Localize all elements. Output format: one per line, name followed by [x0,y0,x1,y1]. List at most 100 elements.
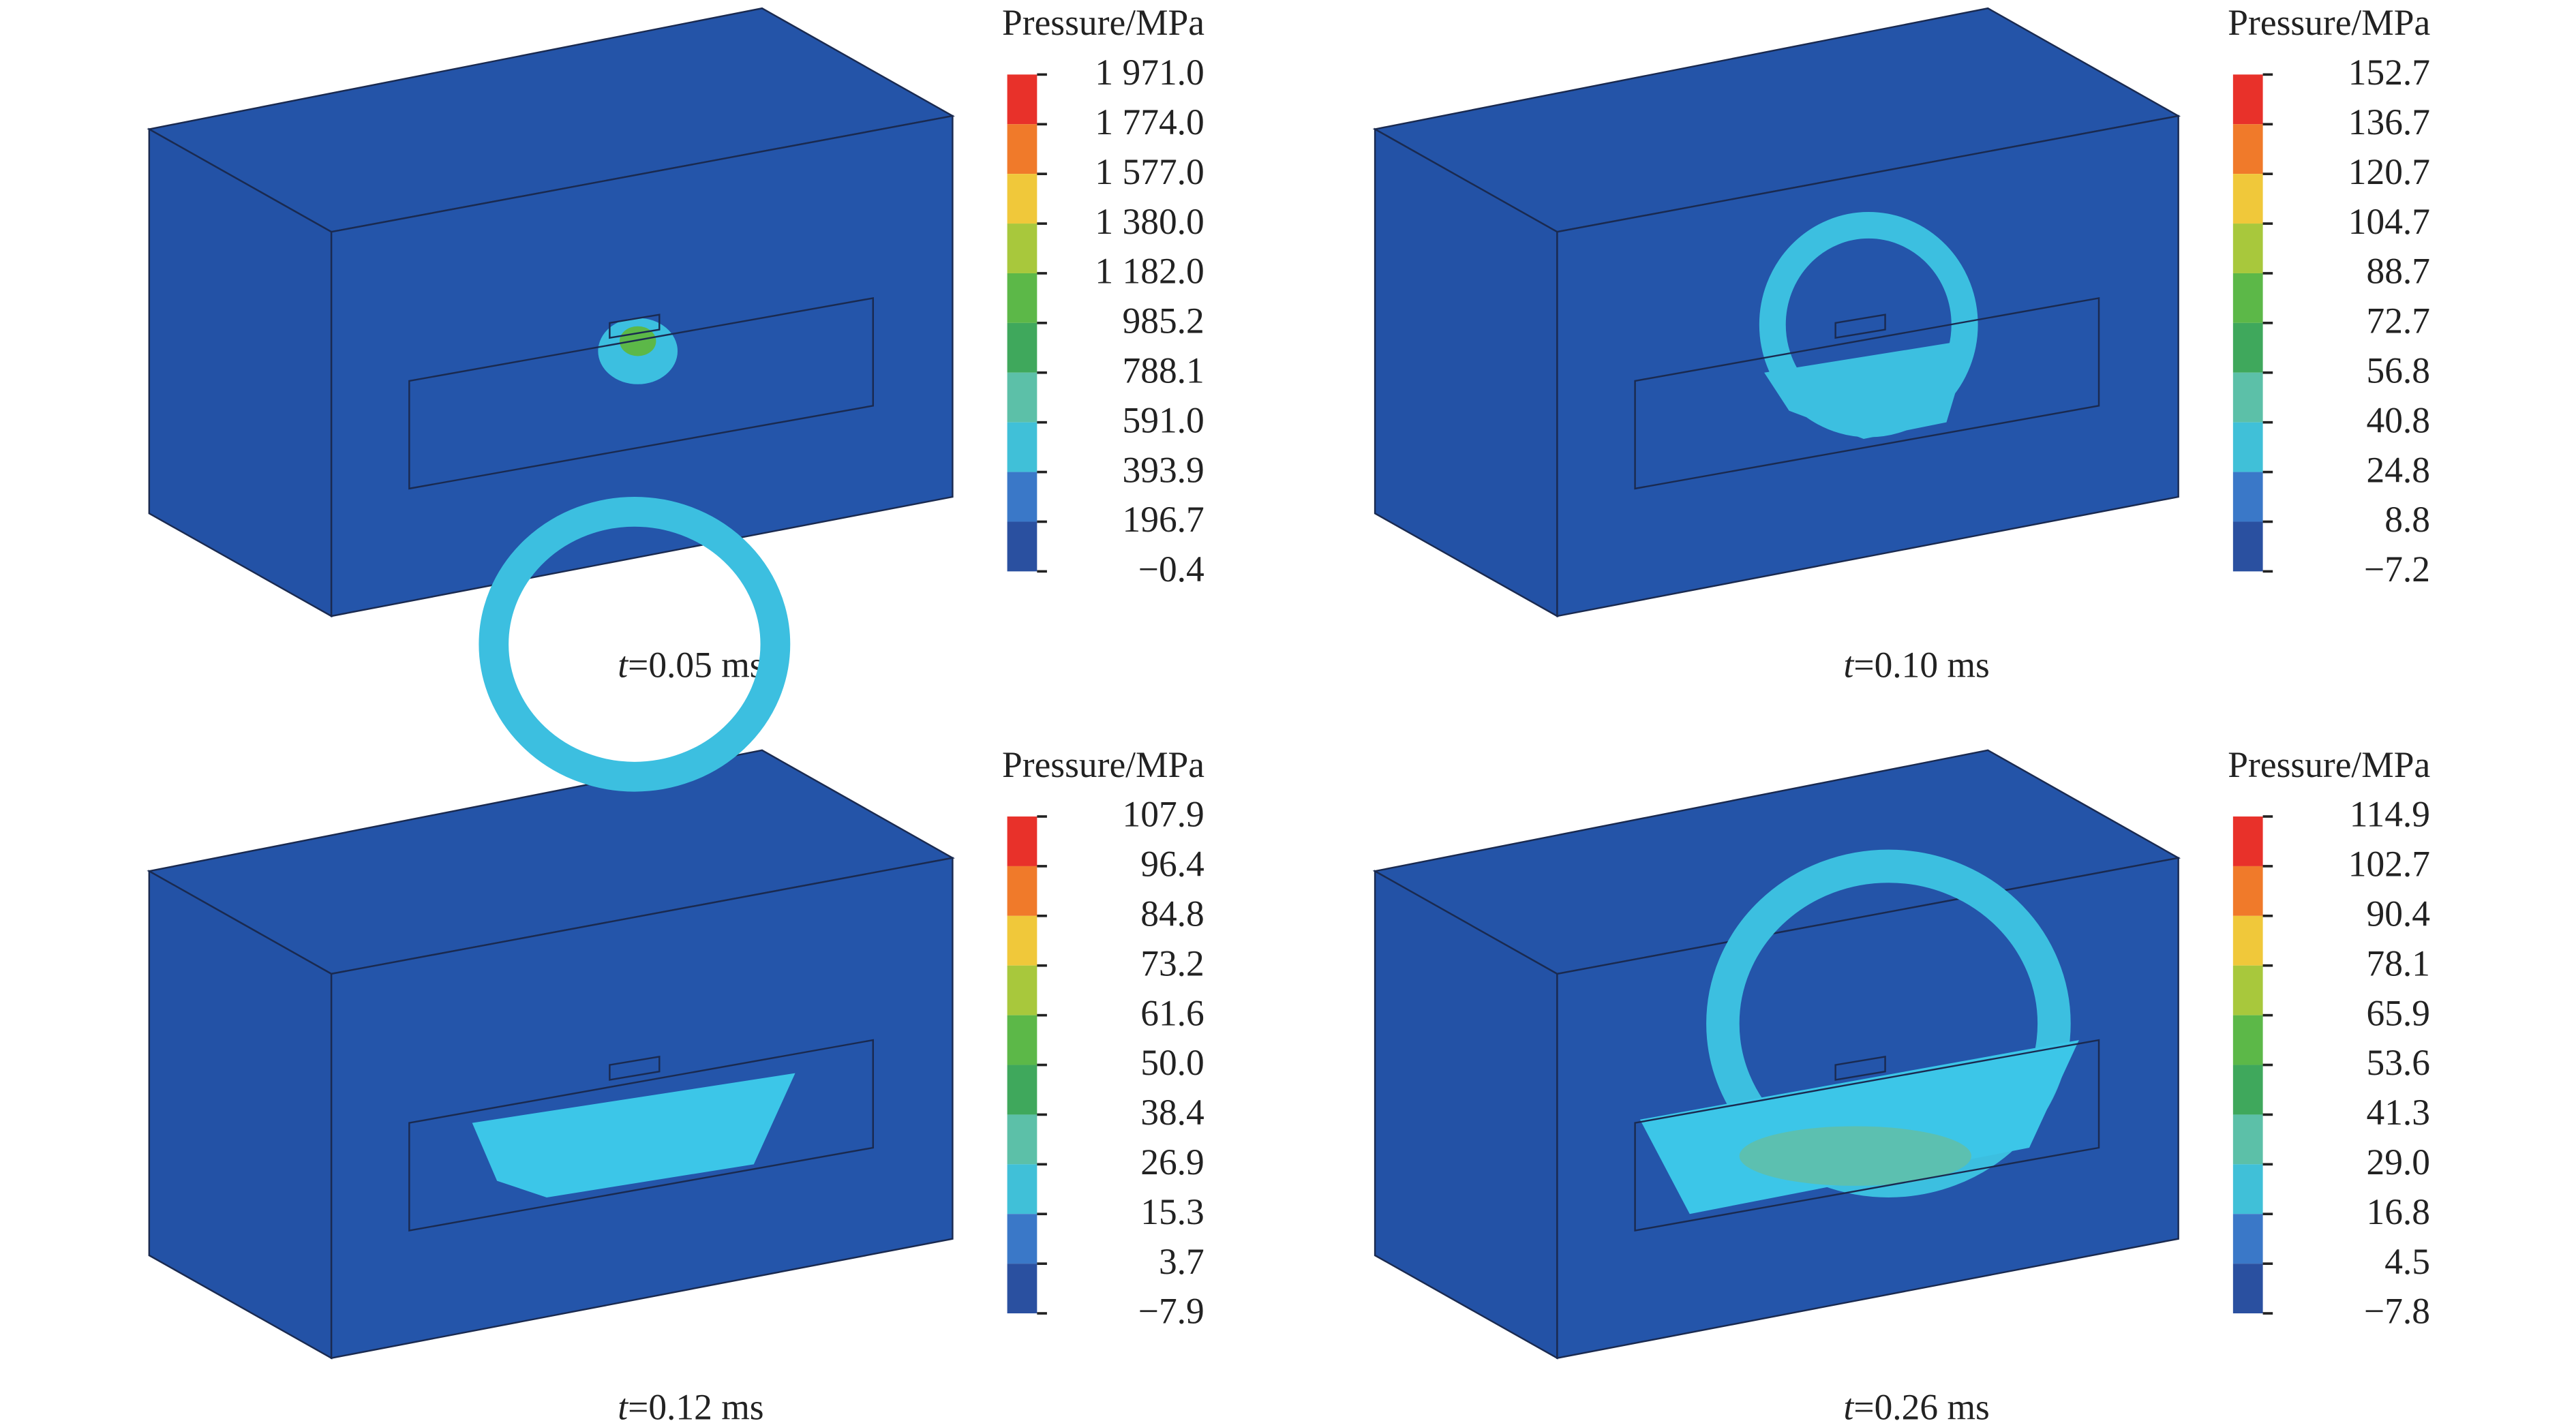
colorbar-label: −7.2 [2364,549,2430,590]
colorbar-segment [2232,273,2263,323]
colorbar-segment [2232,422,2263,472]
colorbar-label: 78.1 [2366,943,2430,983]
colorbar-segment [1007,124,1037,174]
colorbar-label: 1 577.0 [1095,151,1204,192]
colorbar-label: 72.7 [2366,301,2430,341]
colorbar-segment [2232,1164,2263,1214]
colorbar-label: 3.7 [1159,1241,1204,1282]
colorbar-label: 16.8 [2366,1191,2430,1232]
colorbar-segment [2232,1214,2263,1264]
caption-text: =0.26 ms [1853,1387,1989,1421]
colorbar-label: 8.8 [2384,499,2430,540]
legend-title: Pressure/MPa [1002,744,1204,785]
caption: t=0.05 ms [618,645,763,686]
colorbar-label: 107.9 [1123,794,1204,835]
colorbar-label: 136.7 [2348,102,2430,142]
slot [408,296,874,490]
colorbar-label: 38.4 [1140,1092,1204,1133]
colorbar-segment [2232,124,2263,174]
colorbar-segment [1007,322,1037,373]
colorbar-segment [1007,1214,1037,1264]
colorbar-label: 26.9 [1140,1142,1204,1182]
colorbar-segment [2232,472,2263,522]
colorbar-label: 393.9 [1123,449,1204,490]
colorbar-segment [1007,866,1037,916]
colorbar-label: 88.7 [2366,251,2430,292]
colorbar-label: 41.3 [2366,1092,2430,1133]
colorbar-segment [2232,1065,2263,1115]
colorbar-segment [2232,521,2263,572]
colorbar-segment [1007,174,1037,224]
colorbar-segment [1007,1015,1037,1065]
colorbar-label: 1 774.0 [1095,102,1204,142]
slot [1634,1039,2100,1232]
caption-text: =0.12 ms [628,1387,763,1421]
colorbar-label: 196.7 [1123,499,1204,540]
colorbar-segment [1007,1065,1037,1115]
colorbar-label: 152.7 [2348,52,2430,93]
panel: Pressure/MPa 114.9 102.7 90.4 78.1 65.9 53.6 41… [1372,744,2430,1421]
charge [609,1055,661,1081]
colorbar-label: 29.0 [2366,1142,2430,1182]
colorbar-label: 1 182.0 [1095,251,1204,292]
colorbar-label: 84.8 [1140,893,1204,934]
caption-variable: t [1844,645,1855,686]
colorbar-label: −7.9 [1138,1291,1204,1332]
colorbar-label: 50.0 [1140,1042,1204,1083]
colorbar-segment [1007,472,1037,522]
colorbar-segment [1007,372,1037,423]
colorbar-label: 40.8 [2366,399,2430,440]
colorbar-segment [2232,915,2263,966]
colorbar-segment [1007,816,1037,866]
caption-variable: t [1844,1387,1855,1421]
pressure-core [1739,1126,1971,1186]
colorbar-segment [1007,224,1037,273]
colorbar-segment [2232,965,2263,1015]
legend-title: Pressure/MPa [2228,2,2430,43]
colorbar-segment [1007,422,1037,472]
colorbar-segment [2232,1114,2263,1165]
charge [1834,314,1886,339]
charge [609,314,661,339]
colorbar-segment [1007,273,1037,323]
legend-title: Pressure/MPa [2228,744,2430,785]
slot [1634,296,2100,490]
colorbar-segment [1007,1164,1037,1214]
colorbar-label: −0.4 [1138,549,1204,590]
colorbar-segment [2232,224,2263,273]
colorbar-label: −7.8 [2364,1291,2430,1332]
colorbar-label: 73.2 [1140,943,1204,983]
colorbar-label: 102.7 [2348,844,2430,885]
caption-variable: t [618,1387,628,1421]
colorbar-label: 114.9 [2350,794,2430,835]
pressure-fill [1764,339,1971,439]
slot [408,1039,874,1232]
colorbar-segment [1007,1114,1037,1165]
colorbar-label: 65.9 [2366,992,2430,1033]
colorbar-segment [2232,1264,2263,1314]
colorbar-segment [1007,74,1037,125]
colorbar-label: 61.6 [1140,992,1204,1033]
caption-variable: t [618,645,628,686]
colorbar-segment [1007,1264,1037,1314]
pressure-core [619,326,656,356]
panel: Pressure/MPa 152.7 136.7 120.7 104.7 88.7 72.7… [1372,2,2430,686]
colorbar-segment [1007,521,1037,572]
pressure-fill [472,1073,795,1197]
colorbar-label: 90.4 [2366,893,2430,934]
colorbar-label: 104.7 [2348,201,2430,242]
colorbar-segment [2232,322,2263,373]
colorbar-segment [2232,866,2263,916]
caption: t=0.12 ms [618,1387,763,1421]
colorbar-label: 56.8 [2366,350,2430,391]
caption-text: =0.05 ms [628,645,763,686]
colorbar-label: 1 971.0 [1095,52,1204,93]
pressure-wave [479,497,791,792]
colorbar-segment [2232,1015,2263,1065]
caption: t=0.26 ms [1844,1387,1990,1421]
colorbar-label: 591.0 [1123,399,1204,440]
colorbar-segment [2232,816,2263,866]
colorbar-label: 1 380.0 [1095,201,1204,242]
colorbar-label: 4.5 [2384,1241,2430,1282]
